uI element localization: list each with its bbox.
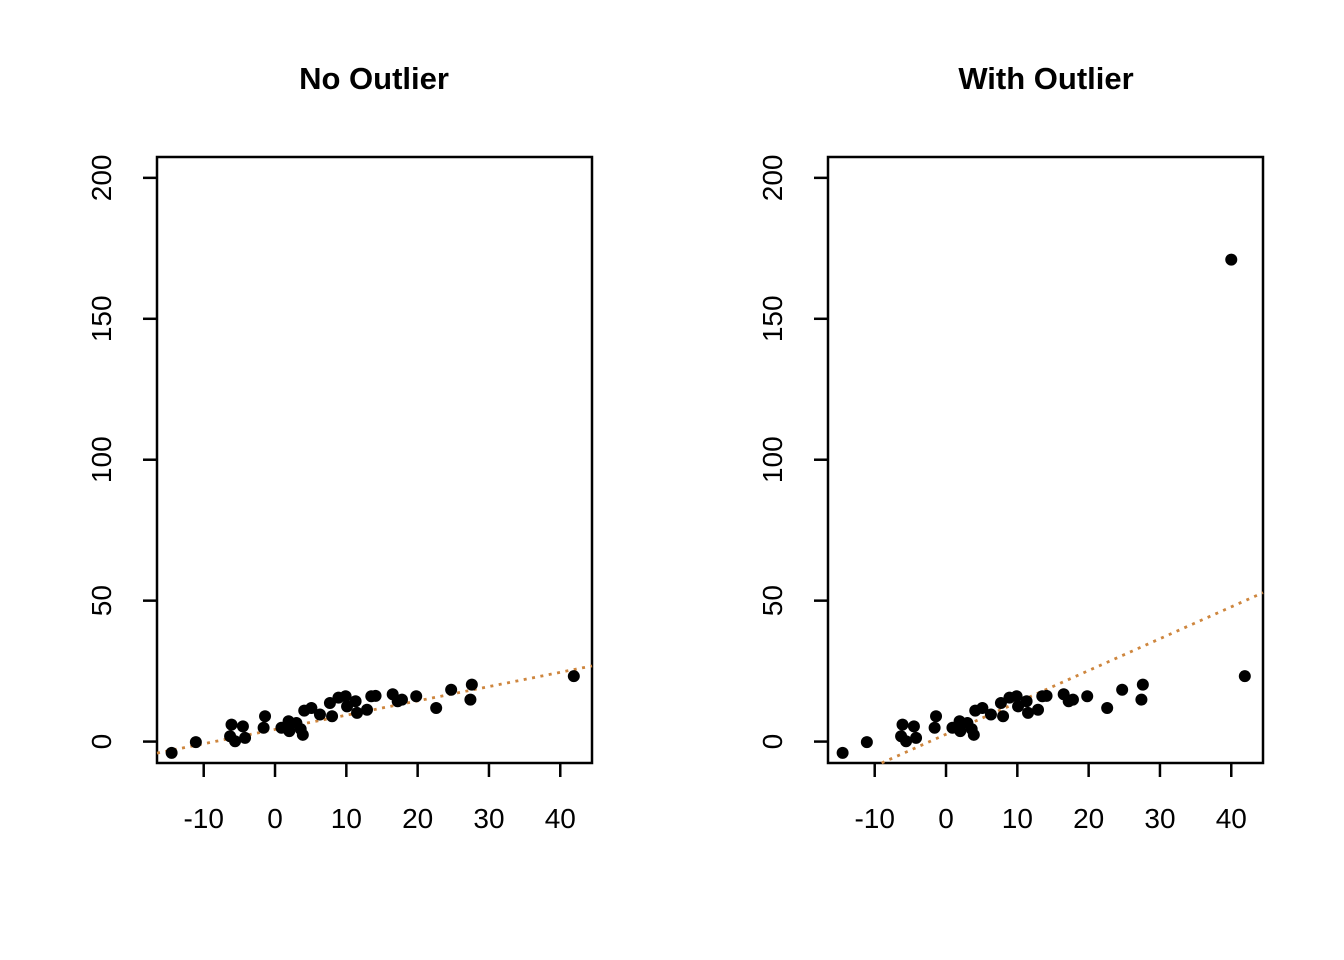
- plot-box: [155, 155, 594, 765]
- data-point: [369, 689, 382, 702]
- data-point: [1136, 678, 1149, 691]
- data-point: [907, 720, 920, 733]
- data-point: [351, 706, 364, 719]
- data-point: [954, 725, 967, 738]
- data-point: [994, 696, 1007, 709]
- data-point: [464, 693, 477, 706]
- x-axis-tick-label: 40: [545, 803, 576, 834]
- data-point: [326, 710, 339, 723]
- data-point: [1032, 703, 1045, 716]
- y-axis-tick-label: 50: [757, 585, 788, 616]
- y-axis-tick-label: 150: [86, 295, 117, 342]
- data-point: [236, 720, 249, 733]
- data-point: [930, 710, 943, 723]
- panel-title-with-outlier: With Outlier: [958, 61, 1134, 96]
- x-axis-tick-label: 10: [1002, 803, 1033, 834]
- data-point: [900, 735, 913, 748]
- data-point: [896, 718, 909, 731]
- data-point: [567, 670, 580, 683]
- data-point: [1040, 689, 1053, 702]
- x-axis-tick-label: 30: [1144, 803, 1175, 834]
- data-point: [860, 736, 873, 749]
- data-point: [1010, 690, 1023, 703]
- y-axis-tick-label: 0: [86, 734, 117, 750]
- regression-line: [881, 591, 1264, 765]
- y-axis-tick-label: 100: [86, 436, 117, 483]
- data-point: [1116, 683, 1129, 696]
- y-axis-tick-label: 100: [757, 436, 788, 483]
- data-point: [997, 710, 1010, 723]
- y-axis-tick-label: 150: [757, 295, 788, 342]
- data-point: [229, 735, 242, 748]
- y-axis-tick-label: 50: [86, 585, 117, 616]
- data-point: [349, 695, 362, 708]
- data-point: [967, 728, 980, 741]
- data-point: [361, 703, 374, 716]
- x-axis-tick-label: 20: [1073, 803, 1104, 834]
- data-point: [225, 718, 238, 731]
- data-point: [305, 702, 318, 715]
- x-axis-tick-label: -10: [183, 803, 223, 834]
- data-point: [465, 678, 478, 691]
- data-point: [395, 693, 408, 706]
- data-point: [976, 702, 989, 715]
- data-point: [1101, 702, 1114, 715]
- outlier-point: [1225, 253, 1238, 266]
- data-point: [296, 728, 309, 741]
- plot-box: [826, 155, 1265, 765]
- data-point: [1135, 693, 1148, 706]
- x-axis-tick-label: 40: [1216, 803, 1247, 834]
- data-point: [1022, 706, 1035, 719]
- data-point: [445, 683, 458, 696]
- data-point: [313, 708, 326, 721]
- data-point: [836, 746, 849, 759]
- data-point: [259, 710, 272, 723]
- y-axis-tick-label: 0: [757, 734, 788, 750]
- data-point: [1066, 693, 1079, 706]
- x-axis-tick-label: 0: [938, 803, 954, 834]
- data-point: [165, 746, 178, 759]
- data-point: [928, 721, 941, 734]
- data-point: [984, 708, 997, 721]
- data-point: [323, 696, 336, 709]
- y-axis-tick-label: 200: [86, 154, 117, 201]
- data-point: [1238, 670, 1251, 683]
- data-point: [910, 731, 923, 744]
- data-point: [410, 690, 423, 703]
- panel-title-no-outlier: No Outlier: [299, 61, 449, 96]
- data-point: [283, 725, 296, 738]
- y-axis-tick-label: 200: [757, 154, 788, 201]
- data-point: [430, 702, 443, 715]
- data-point: [189, 736, 202, 749]
- data-point: [257, 721, 270, 734]
- data-point: [239, 731, 252, 744]
- data-point: [1020, 695, 1033, 708]
- data-point: [1081, 690, 1094, 703]
- x-axis-tick-label: -10: [854, 803, 894, 834]
- regression-line: [156, 664, 593, 755]
- x-axis-tick-label: 0: [267, 803, 283, 834]
- x-axis-tick-label: 10: [331, 803, 362, 834]
- x-axis-tick-label: 30: [473, 803, 504, 834]
- data-point: [339, 690, 352, 703]
- x-axis-tick-label: 20: [402, 803, 433, 834]
